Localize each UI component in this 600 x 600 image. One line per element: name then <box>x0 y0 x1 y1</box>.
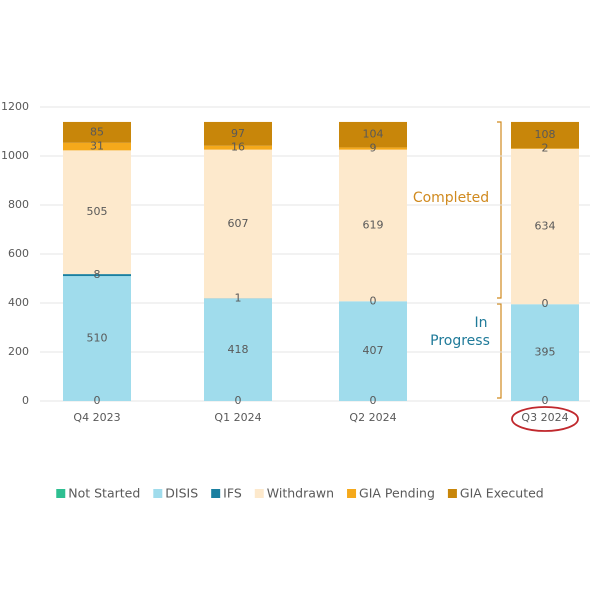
data-label: 16 <box>231 141 245 154</box>
bar-segment <box>63 142 131 151</box>
y-tick-label: 1000 <box>1 149 29 162</box>
annotation: Completed <box>413 190 489 206</box>
x-tick-label: Q3 2024 <box>521 411 568 424</box>
annotation: Progress <box>430 333 490 349</box>
y-tick-label: 600 <box>8 247 29 260</box>
y-tick-label: 0 <box>22 394 29 407</box>
data-label: 97 <box>231 127 245 140</box>
highlight-ellipse <box>511 406 579 432</box>
data-label: 505 <box>87 205 108 218</box>
legend-swatch <box>153 489 163 498</box>
bar-segment <box>511 121 579 149</box>
data-label: 0 <box>94 394 101 407</box>
bar-segment <box>63 150 131 275</box>
legend-swatch <box>347 489 357 498</box>
y-tick-label: 400 <box>8 296 29 309</box>
bar-segment <box>204 149 272 299</box>
data-label: 0 <box>542 394 549 407</box>
bar-segment <box>204 145 272 150</box>
data-label: 31 <box>90 140 104 153</box>
y-tick-label: 200 <box>8 345 29 358</box>
bar-segment <box>511 304 579 401</box>
data-label: 1 <box>235 291 242 304</box>
bracket <box>497 121 502 399</box>
data-label: 0 <box>235 394 242 407</box>
data-label: 607 <box>228 217 249 230</box>
data-label: 0 <box>542 297 549 310</box>
data-label: 108 <box>535 128 556 141</box>
data-label: 395 <box>535 346 556 359</box>
bar-segment <box>63 121 131 143</box>
legend-label: Withdrawn <box>267 486 334 501</box>
legend-swatch <box>211 489 221 498</box>
legend-label: GIA Pending <box>359 486 435 501</box>
y-tick-label: 1200 <box>1 100 29 113</box>
bar-segment <box>339 149 407 302</box>
y-tick-label: 800 <box>8 198 29 211</box>
x-tick-label: Q2 2024 <box>349 411 396 424</box>
legend-swatch <box>254 489 264 498</box>
bar-segment <box>339 147 407 150</box>
bar-segment <box>511 148 579 305</box>
bar-segment <box>204 298 272 401</box>
data-label: 634 <box>535 220 556 233</box>
x-tick-label: Q1 2024 <box>214 411 261 424</box>
data-label: 407 <box>363 344 384 357</box>
annotation: In <box>474 315 487 331</box>
data-label: 510 <box>87 332 108 345</box>
data-label: 0 <box>370 394 377 407</box>
data-label: 418 <box>228 343 249 356</box>
legend-label: DISIS <box>165 486 198 501</box>
x-tick-label: Q4 2023 <box>73 411 120 424</box>
data-label: 2 <box>542 142 549 155</box>
bar-segment <box>339 301 407 401</box>
bar-segment <box>63 276 131 401</box>
data-label: 9 <box>370 142 377 155</box>
bar-segment <box>339 121 407 148</box>
legend-label: Not Started <box>68 486 140 501</box>
legend-swatch <box>447 489 457 498</box>
data-label: 104 <box>363 128 384 141</box>
data-label: 0 <box>370 294 377 307</box>
legend-swatch <box>56 489 66 498</box>
legend-label: GIA Executed <box>460 486 544 501</box>
data-label: 8 <box>94 268 101 281</box>
data-label: 619 <box>363 218 384 231</box>
bar-segment <box>204 121 272 146</box>
legend-label: IFS <box>223 486 242 501</box>
data-label: 85 <box>90 125 104 138</box>
bar-segment <box>63 274 131 277</box>
